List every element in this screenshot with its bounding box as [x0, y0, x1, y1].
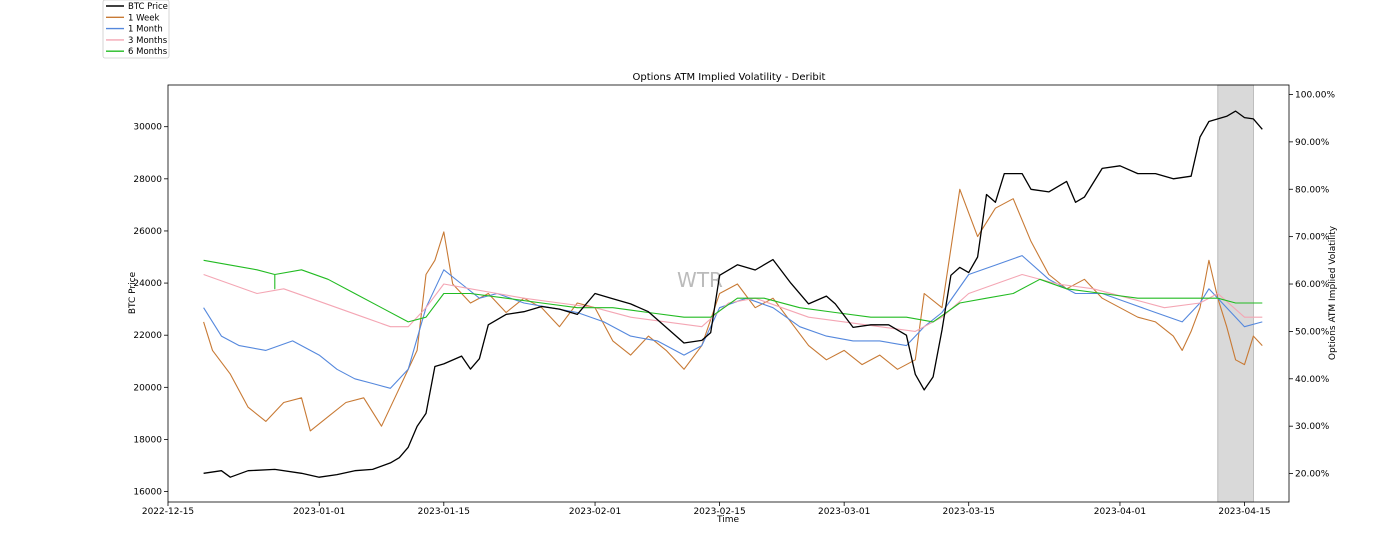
series-line-1-week [203, 188, 1263, 432]
y-left-tick-label: 20000 [133, 383, 162, 393]
legend-label-6-months: 6 Months [128, 47, 168, 57]
x-axis-title: Time [716, 515, 739, 525]
y-left-tick-label: 26000 [133, 227, 162, 237]
left-y-axis: 16000 18000 20000 22000 24000 26000 28000 30000 [133, 123, 168, 498]
series-line-6-months [203, 259, 1263, 323]
y-right-tick-label: 20.00% [1295, 470, 1330, 480]
legend-label-1-week: 1 Week [128, 13, 159, 23]
y-right-tick-label: 70.00% [1295, 233, 1330, 243]
left-y-axis-title: BTC Price [128, 271, 138, 314]
y-right-tick-label: 40.00% [1295, 375, 1330, 385]
right-y-axis-title: Options ATM Implied Volatility [1328, 225, 1338, 360]
y-right-tick-label: 80.00% [1295, 185, 1330, 195]
y-left-tick-label: 28000 [133, 175, 162, 185]
y-right-tick-label: 60.00% [1295, 280, 1330, 290]
x-tick-label: 2023-04-15 [1218, 507, 1270, 517]
legend-label-1-month: 1 Month [128, 25, 163, 35]
chart-title: Options ATM Implied Volatility - Deribit [633, 72, 826, 83]
x-tick-label: 2023-03-01 [818, 507, 870, 517]
plot-frame [167, 84, 1290, 503]
x-tick-label: 2023-01-15 [418, 507, 470, 517]
y-left-tick-label: 18000 [133, 435, 162, 445]
x-tick-label: 2023-02-15 [693, 507, 745, 517]
watermark: WTR [677, 268, 723, 292]
y-left-tick-label: 24000 [133, 279, 162, 289]
legend-label-btc-price: BTC Price [128, 2, 168, 12]
shaded-region [1217, 84, 1254, 503]
y-left-tick-label: 30000 [133, 123, 162, 133]
x-tick-label: 2023-01-01 [293, 507, 345, 517]
series-line-btc-price [203, 110, 1263, 478]
y-left-tick-label: 16000 [133, 488, 162, 498]
y-left-tick-label: 22000 [133, 331, 162, 341]
x-axis: 2022-12-15 2023-01-01 2023-01-15 2023-02-01… [142, 502, 1271, 517]
x-tick-label: 2023-04-01 [1094, 507, 1146, 517]
legend-label-3-months: 3 Months [128, 36, 168, 46]
series-line-1-month [203, 255, 1263, 389]
y-right-tick-label: 100.00% [1295, 90, 1335, 100]
series-line-3-months [203, 273, 1263, 332]
legend-box [102, 0, 170, 59]
series-layer [203, 110, 1263, 478]
x-tick-label: 2022-12-15 [142, 507, 194, 517]
x-tick-label: 2023-03-15 [943, 507, 995, 517]
y-right-tick-label: 30.00% [1295, 422, 1330, 432]
y-right-tick-label: 90.00% [1295, 138, 1330, 148]
right-y-axis: 20.00% 30.00% 40.00% 50.00% 60.00% 70.00% 80.0… [1289, 90, 1335, 480]
x-tick-label: 2023-02-01 [569, 507, 621, 517]
y-right-tick-label: 50.00% [1295, 327, 1330, 337]
